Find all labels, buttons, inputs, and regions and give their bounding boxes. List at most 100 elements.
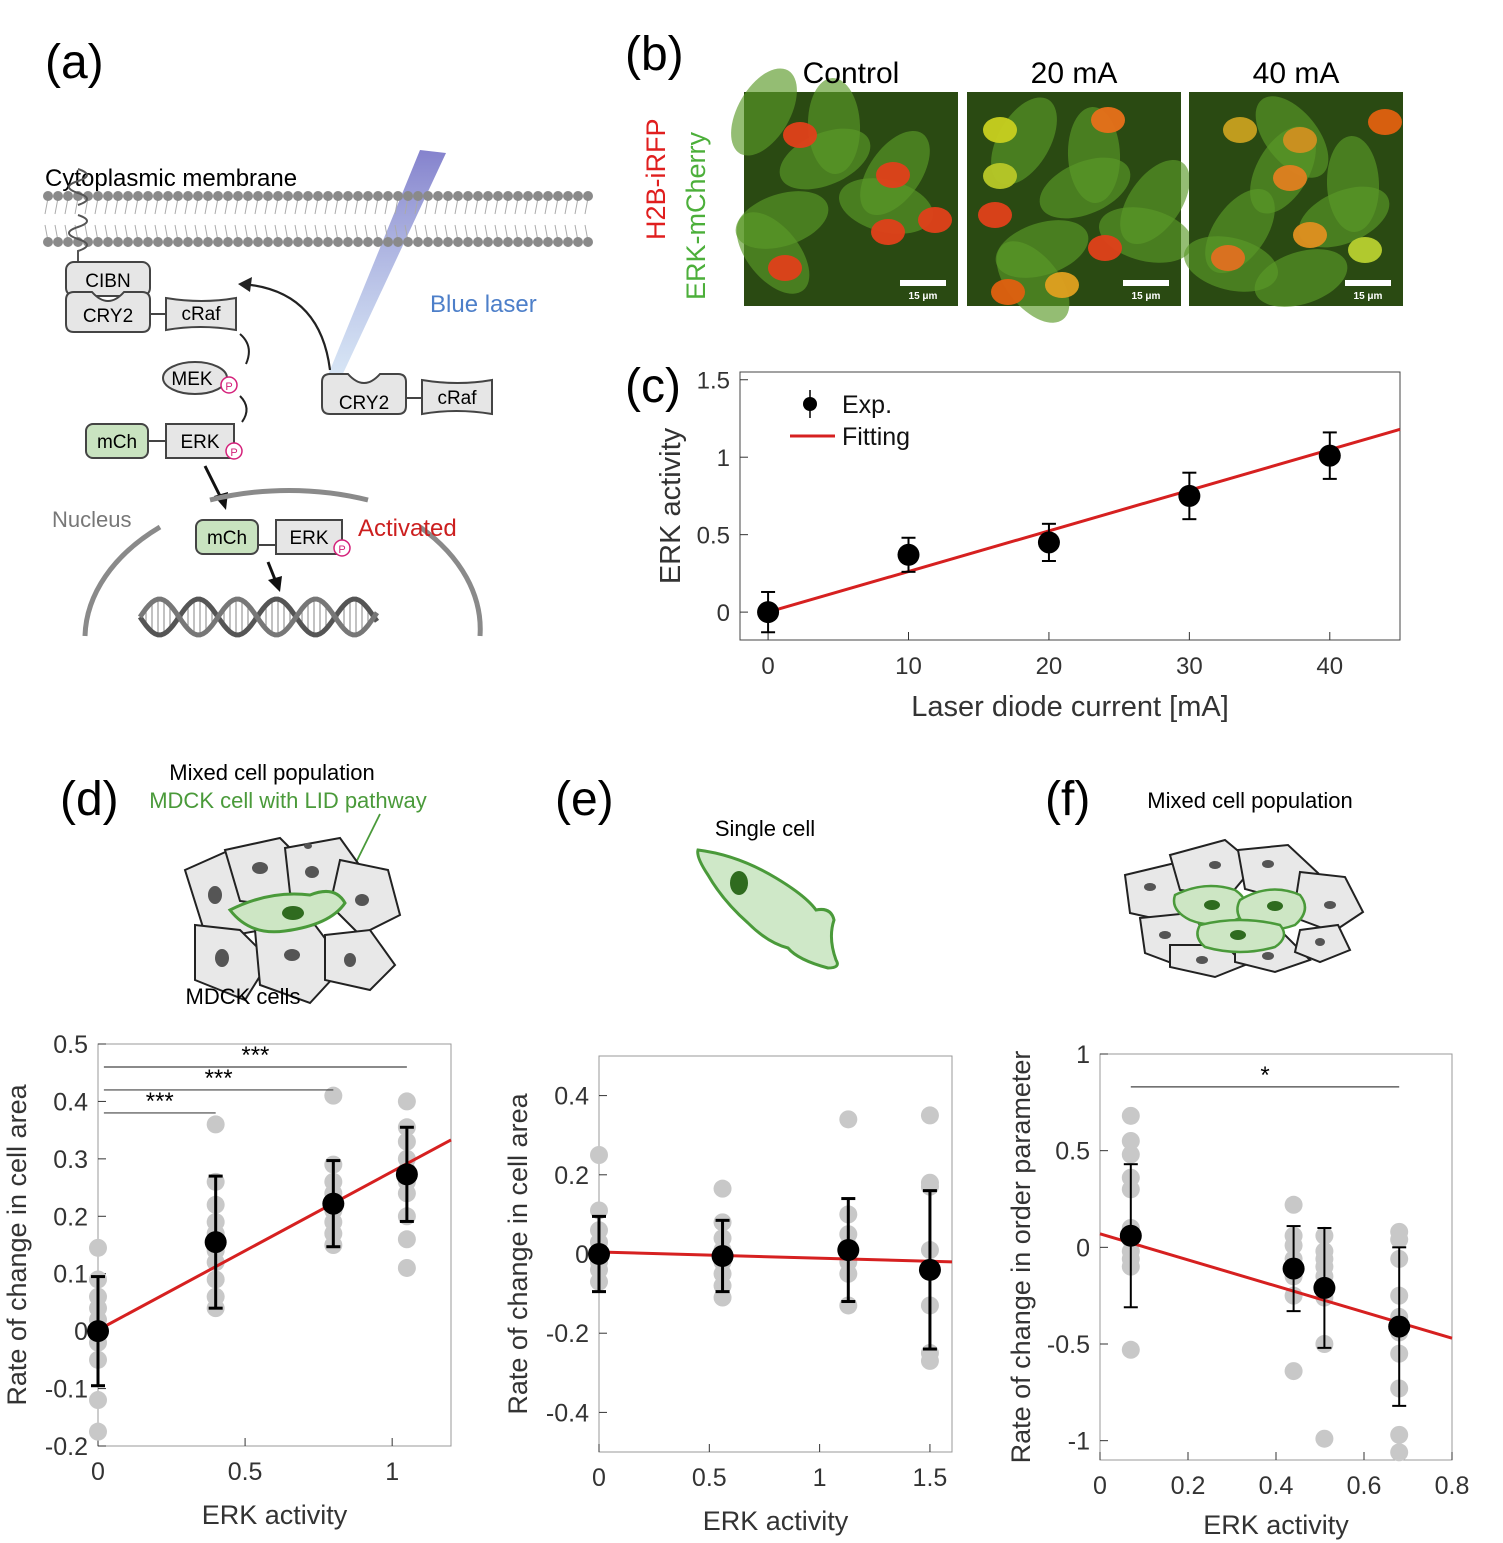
lipid-head [583, 191, 593, 201]
x-tick-label: 0.4 [1259, 1472, 1294, 1500]
lipid-head [343, 191, 353, 201]
phospho-icon [333, 539, 351, 557]
x-axis-label: Laser diode current [mA] [911, 691, 1229, 723]
y-axis-label: Rate of change in cell area [503, 1092, 533, 1414]
lipid-head [203, 237, 213, 247]
lipid-head [433, 237, 443, 247]
arrow-recruit [241, 282, 332, 371]
lipid-head [163, 191, 173, 201]
lipid-head [443, 237, 453, 247]
anchor-coil [68, 168, 88, 262]
lipid-head [153, 237, 163, 247]
phospho-erk-nuclear-label: P [338, 544, 345, 556]
mean-point [204, 1231, 227, 1254]
y-axis-label: Rate of change in order parameter [1006, 1051, 1036, 1464]
mdck-cluster-icon [183, 836, 402, 1005]
scatter-point [1390, 1425, 1409, 1444]
mek-label: MEK [171, 369, 213, 390]
lipid-head [193, 237, 203, 247]
lipid-head [323, 191, 333, 201]
lipid-head [313, 191, 323, 201]
phospho-mek-label: P [225, 381, 232, 393]
chart-d: 0 0.5 1 -0.2 -0.1 0 0.1 0.2 0.3 0.4 0.5 ERK activit… [2, 1031, 452, 1530]
lipid-head [163, 237, 173, 247]
lipid-head [303, 191, 313, 201]
scatter-point [1284, 1362, 1303, 1381]
fit-line [598, 1250, 953, 1264]
y-tick-label: 0.4 [53, 1088, 88, 1116]
lipid-head [553, 237, 563, 247]
x-tick-label: 0.5 [228, 1458, 263, 1486]
membrane-label: Cytoplasmic membrane [45, 165, 297, 192]
lipid-head [323, 237, 333, 247]
x-tick-label: 0.5 [692, 1464, 727, 1492]
erk-nuclear-label: ERK [289, 528, 328, 549]
phospho-icon [225, 442, 243, 460]
craf-bound-label: cRaf [181, 304, 221, 325]
lipid-head [143, 237, 153, 247]
legend-label: Exp. [842, 391, 892, 419]
panel-d-title: Mixed cell population [169, 760, 374, 785]
y-tick-label: 1.5 [697, 368, 730, 395]
x-axis-label: ERK activity [703, 1506, 849, 1536]
x-tick-label: 1.5 [913, 1464, 948, 1492]
panel-d-subtitle: MDCK cell with LID pathway [149, 788, 427, 813]
lipid-head [443, 191, 453, 201]
lipid-head [453, 237, 463, 247]
lipid-head [203, 191, 213, 201]
cibn-label: CIBN [85, 271, 130, 292]
cell-nucleus [991, 279, 1025, 305]
cell-nucleus [876, 162, 910, 188]
lipid-head [423, 237, 433, 247]
chart-f: 0 0.2 0.4 0.6 0.8 -1 -0.5 0 0.5 1 ERK activity Rate… [1006, 1041, 1469, 1540]
fit-line [97, 1138, 452, 1332]
lipid-head [183, 191, 193, 201]
scatter-point [839, 1110, 858, 1129]
dna-strand [137, 596, 380, 638]
mean-point [897, 543, 920, 566]
activated-label: Activated [358, 515, 457, 542]
lipid-head [453, 191, 463, 201]
arrow-mek-erk [239, 395, 248, 423]
chart-e: 0 0.5 1 1.5 -0.4 -0.2 0 0.2 0.4 ERK activity Rate … [503, 1055, 953, 1536]
cell-nucleus [1045, 272, 1079, 298]
scatter-point [397, 1092, 416, 1111]
y-tick-label: -0.4 [546, 1399, 589, 1427]
lipid-head [113, 237, 123, 247]
cibn-box [65, 261, 151, 297]
scale-bar [1123, 280, 1169, 286]
lipid-head [83, 237, 93, 247]
lipid-head [223, 237, 233, 247]
y-tick-label: 0.5 [697, 523, 730, 550]
cell-nucleus [918, 207, 952, 233]
panel-f-title: Mixed cell population [1147, 788, 1352, 813]
significance-label: *** [205, 1065, 233, 1092]
lipid-head [63, 191, 73, 201]
cell-nucleus [1211, 245, 1245, 271]
x-axis-label: ERK activity [202, 1500, 348, 1530]
scale-bar [1345, 280, 1391, 286]
mean-point [322, 1192, 345, 1215]
lipid-head [563, 237, 573, 247]
legend-marker [803, 397, 817, 411]
lipid-head [133, 237, 143, 247]
lipid-head [503, 191, 513, 201]
lipid-head [283, 191, 293, 201]
lipid-head [333, 237, 343, 247]
x-tick-label: 20 [1036, 653, 1063, 680]
lipid-head [243, 191, 253, 201]
significance-label: *** [146, 1088, 174, 1115]
lipid-head [43, 237, 53, 247]
nuclear-envelope [82, 524, 162, 637]
panel-b: (b) H2B-iRFP ERK-mCherry 15 μmControl15 … [625, 28, 1403, 323]
microscopy-images: 15 μm Control 15 μm 20 mA 15 μm 40 mA [731, 57, 1403, 323]
y-tick-label: -0.2 [45, 1433, 88, 1461]
lipid-head [93, 191, 103, 201]
cell-nucleus [768, 255, 802, 281]
lipid-head [393, 237, 403, 247]
x-tick-label: 0 [761, 653, 774, 680]
lipid-head [253, 191, 263, 201]
x-tick-label: 0.8 [1435, 1472, 1470, 1500]
cell-nucleus [1283, 127, 1317, 153]
cell-nucleus [1091, 107, 1125, 133]
